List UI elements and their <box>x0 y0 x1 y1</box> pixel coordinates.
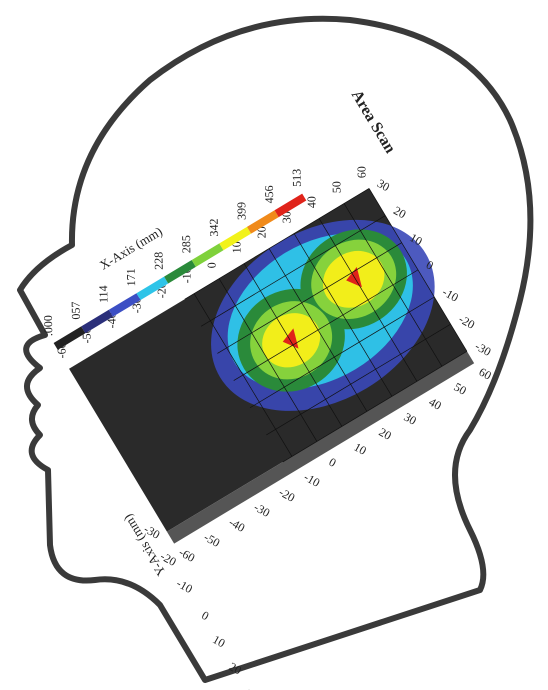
grid <box>184 188 468 463</box>
x-tick-label: 50 <box>329 181 343 193</box>
y-tick-label: -20 <box>158 549 179 569</box>
legend-swatch <box>108 293 141 317</box>
x-tick-label: 40 <box>304 196 318 208</box>
y-tick-label: 20 <box>391 203 408 221</box>
x-tick-label: 60 <box>354 166 368 178</box>
grid-line <box>217 242 402 354</box>
y-tick-label: -10 <box>440 285 461 305</box>
legend-swatch <box>191 243 224 267</box>
x-tick-label: 0 <box>205 262 219 268</box>
y-tick-label: 10 <box>210 632 227 650</box>
x-tick-label: 60 <box>477 365 494 383</box>
legend-label: 114 <box>96 285 110 303</box>
y-tick-label: -30 <box>473 339 494 359</box>
y-tick-label: 20 <box>227 659 244 677</box>
legend-label: 399 <box>234 202 248 220</box>
legend-swatch <box>81 309 113 334</box>
legend-label: 342 <box>207 218 221 236</box>
y-tick-label: -10 <box>174 576 195 596</box>
heat-peak <box>282 328 299 349</box>
legend-label: 513 <box>290 169 304 187</box>
legend-swatch <box>246 210 279 234</box>
legend-label: 456 <box>262 185 276 203</box>
x-tick-label: 10 <box>352 440 369 458</box>
scan-plot: X-Axis (mm) Y-Axis (mm) Area Scan -60-60… <box>41 87 494 690</box>
x-tick-label: -60 <box>176 545 197 565</box>
grid-line <box>184 188 370 300</box>
x-tick-label: -50 <box>201 530 222 550</box>
legend-swatch <box>219 226 252 251</box>
legend-label: 285 <box>179 235 193 253</box>
y-tick-label: 30 <box>243 687 260 690</box>
x-tick-label: -40 <box>226 515 247 535</box>
x-tick-label: 20 <box>377 425 394 443</box>
legend-label: .000 <box>41 315 55 336</box>
y-tick-label: 30 <box>375 176 392 194</box>
x-tick-label: 40 <box>427 395 444 413</box>
grid-line <box>200 215 386 327</box>
x-tick-label: -20 <box>277 485 298 505</box>
plot-side <box>166 351 475 544</box>
grid-line <box>249 296 435 409</box>
x-tick-label: -10 <box>302 470 323 490</box>
legend-swatch <box>274 193 307 218</box>
x-tick-label: 50 <box>452 380 469 398</box>
y-tick-label: -30 <box>142 522 163 542</box>
grid-line <box>266 323 451 436</box>
y-tick-label: -20 <box>456 312 477 332</box>
x-tick-label: -30 <box>251 500 272 520</box>
grid-line <box>282 350 468 463</box>
y-tick-label: 10 <box>407 230 424 248</box>
legend-swatch <box>136 276 169 301</box>
legend-label: 228 <box>151 252 165 270</box>
legend-swatch <box>53 326 86 350</box>
legend-label: 171 <box>124 268 138 286</box>
grid-line <box>233 269 419 381</box>
legend-swatch <box>164 260 196 284</box>
x-tick-label: 30 <box>402 410 419 428</box>
legend-label: 057 <box>69 301 83 319</box>
